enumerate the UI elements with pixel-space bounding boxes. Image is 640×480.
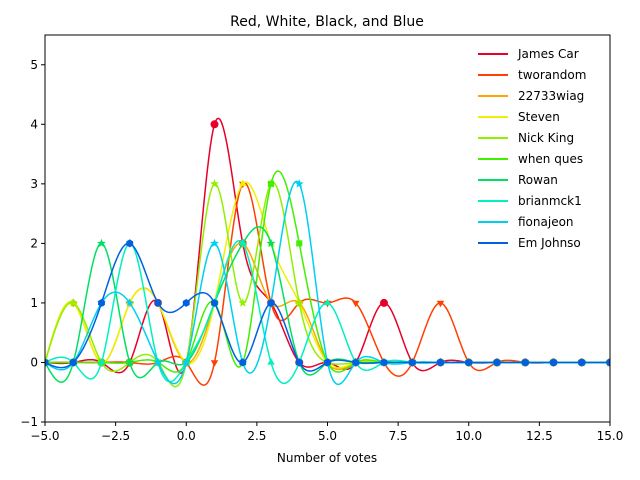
data-point-tworandom [436,300,445,308]
x-tick-label: 0.0 [177,429,196,443]
data-point-em-johnso [521,358,529,367]
data-point-james-car [210,120,219,129]
legend-item-rowan: Rowan [478,173,558,187]
y-tick-label: 5 [30,58,38,72]
data-point-brianmck1 [323,298,332,306]
data-point-brianmck1 [267,358,275,365]
data-point-fionajeon [181,357,191,367]
legend: James Car tworandom 22733wiag Steven Nick Ki… [478,47,586,250]
data-point-nick-king [68,298,78,307]
legend-item-brianmck1: brianmck1 [478,194,582,208]
x-tick-label: −5.0 [30,429,59,443]
data-point-em-johnso [324,358,331,367]
legend-item-em-johnso: Em Johnso [478,236,581,250]
legend-label: 22733wiag [518,89,584,103]
data-point-fionajeon [294,179,304,188]
series-line-tworandom [45,181,610,386]
data-point-steven [239,179,247,187]
data-point-em-johnso [182,298,190,307]
legend-label: Nick King [518,131,574,145]
x-tick-label: −2.5 [101,429,130,443]
data-point-brianmck1 [97,358,106,365]
legend-item-tworandom: tworandom [478,68,586,82]
data-point-tworandom [352,300,360,308]
data-point-em-johnso [98,298,105,307]
legend-label: Em Johnso [518,236,581,250]
legend-label: Steven [518,110,560,124]
data-point-fionajeon [153,357,163,367]
legend-item-james-car: James Car [478,47,579,61]
data-point-em-johnso [211,298,218,307]
series-line-steven [45,181,610,369]
data-point-james-car [380,298,388,307]
x-axis: −5.0 −2.5 0.0 2.5 5.0 7.5 10.0 12.5 15.0 [30,422,623,443]
data-point-em-johnso [465,358,473,367]
data-point-em-johnso [239,358,247,367]
y-axis: −1 0 1 2 3 4 5 [20,58,45,429]
data-point-nick-king [210,179,219,188]
data-point-when-ques [296,240,303,247]
data-point-rowan [125,357,135,367]
x-tick-label: 2.5 [247,429,266,443]
legend-item-nick-king: Nick King [478,131,574,145]
chart-title: Red, White, Black, and Blue [230,14,424,30]
data-point-em-johnso [380,358,388,367]
data-point-em-johnso [408,358,416,367]
x-tick-label: 12.5 [526,429,553,443]
data-point-when-ques [267,180,275,187]
data-point-nick-king [294,298,304,307]
series-layer [45,117,610,388]
data-point-em-johnso [126,239,134,248]
data-point-fionajeon [210,238,219,248]
legend-item-22733wiag: 22733wiag [478,89,584,103]
legend-item-when-ques: when ques [478,152,583,166]
data-point-em-johnso [550,358,557,367]
legend-label: brianmck1 [518,194,582,208]
legend-item-fionajeon: fionajeon [478,215,574,229]
data-point-em-johnso [154,298,162,307]
legend-label: tworandom [518,68,586,82]
data-point-em-johnso [352,358,360,367]
x-tick-label: 7.5 [389,429,408,443]
data-point-em-johnso [606,358,610,367]
y-tick-label: 3 [30,177,38,191]
y-tick-label: 4 [30,117,38,131]
x-tick-label: 10.0 [455,429,482,443]
y-tick-label: 2 [30,236,38,250]
y-tick-label: 0 [30,355,38,369]
legend-item-steven: Steven [478,110,560,124]
x-tick-label: 5.0 [318,429,337,443]
legend-label: when ques [518,152,583,166]
series-line-fionajeon [45,180,610,386]
x-tick-label: 15.0 [597,429,624,443]
data-point-rowan [97,238,106,248]
data-point-em-johnso [295,358,303,367]
legend-label: James Car [517,47,579,61]
data-point-tworandom [210,360,219,367]
data-point-fionajeon [125,298,135,307]
series-line-nick-king [45,181,610,388]
data-point-em-johnso [69,358,77,367]
data-point-rowan [266,238,276,248]
y-tick-label: 1 [30,296,38,310]
data-point-em-johnso [45,358,49,367]
data-point-em-johnso [437,358,444,367]
data-point-brianmck1 [239,239,247,246]
legend-label: Rowan [518,173,558,187]
data-point-em-johnso [578,358,586,367]
data-point-nick-king [238,298,248,307]
data-point-em-johnso [267,298,275,307]
legend-label: fionajeon [518,215,574,229]
x-axis-title: Number of votes [277,451,377,465]
data-point-em-johnso [493,358,501,367]
y-tick-label: −1 [20,415,38,429]
